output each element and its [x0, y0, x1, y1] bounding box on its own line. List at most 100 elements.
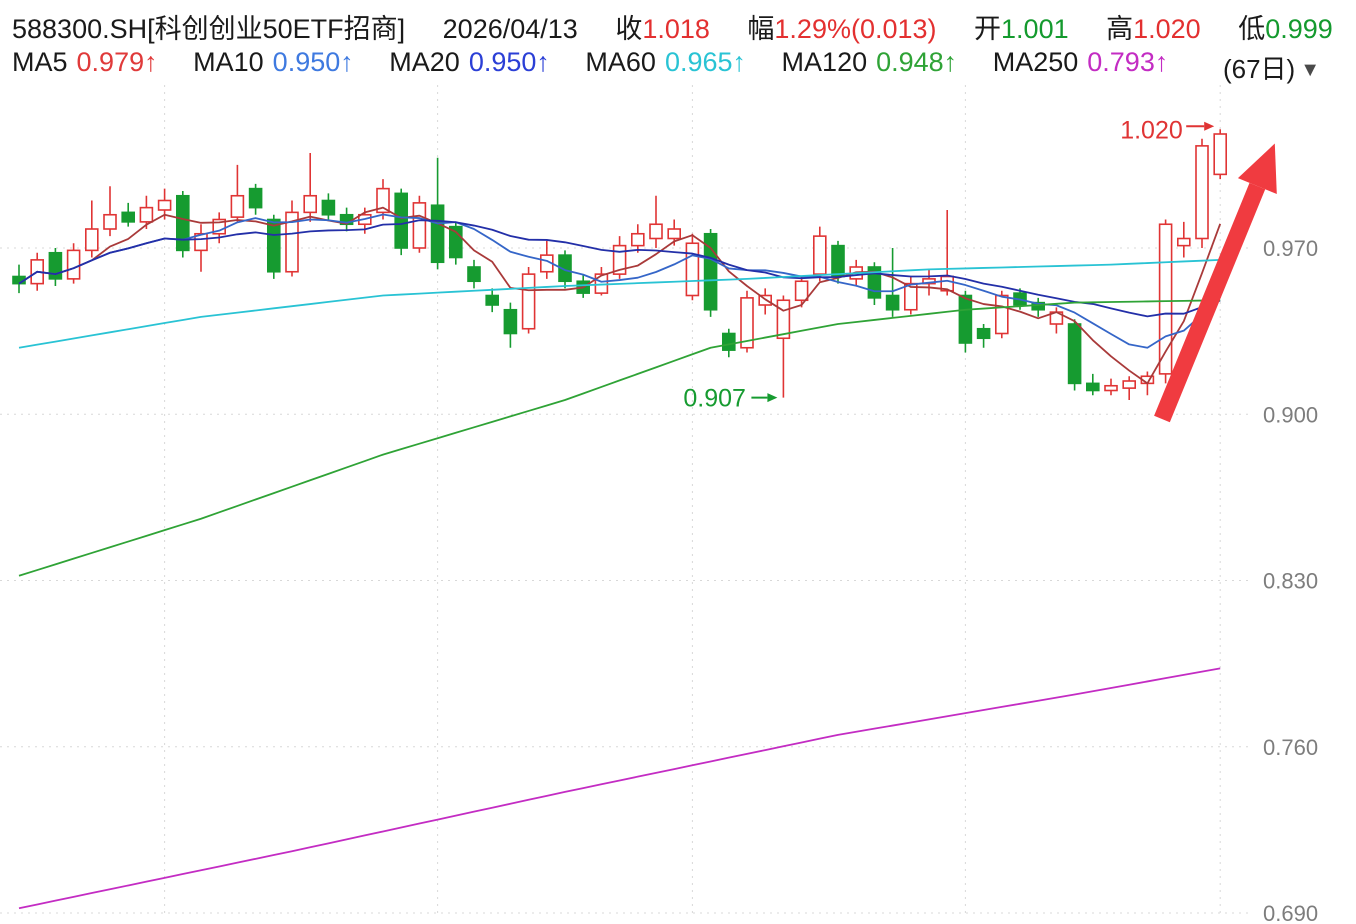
candle-down — [976, 327, 991, 340]
period-selector[interactable]: (67日) ▼ — [1223, 49, 1320, 86]
ma120-label: MA120 — [781, 47, 868, 77]
high-annotation-label: 1.020 — [1120, 116, 1183, 144]
candle-up — [794, 280, 809, 302]
candle-up — [412, 202, 427, 249]
candle-up — [685, 242, 700, 297]
high-label: 高 — [1106, 14, 1134, 44]
quote-header: 588300.SH[科创创业50ETF招商] 2026/04/13 收1.018… — [12, 7, 1356, 46]
open-label: 开 — [974, 14, 1002, 44]
change-quote: 幅1.29%(0.013) — [747, 7, 936, 46]
ma60-label: MA60 — [585, 47, 656, 77]
candle-down — [121, 211, 135, 223]
candle-up — [812, 235, 827, 275]
ma60-legend: MA60 0.965↑ — [585, 47, 746, 78]
candle-down — [467, 266, 481, 283]
ma20-legend: MA20 0.950↑ — [389, 47, 550, 78]
ma20-label: MA20 — [389, 47, 460, 77]
ma10-legend: MA10 0.950↑ — [193, 47, 354, 78]
ma-line-ma250 — [18, 667, 1221, 910]
trend-arrow-shaft — [1154, 182, 1266, 423]
candle-down — [1086, 382, 1100, 392]
ma20-value: 0.950↑ — [468, 47, 550, 77]
trend-arrow-head-icon — [1237, 143, 1277, 195]
candle-up — [1122, 380, 1136, 389]
dropdown-arrow-icon: ▼ — [1300, 59, 1320, 81]
candle-down — [248, 187, 263, 209]
close-quote: 收1.018 — [615, 7, 710, 46]
candle-up — [194, 232, 208, 252]
close-label: 收 — [615, 14, 643, 44]
candle-up — [521, 273, 536, 330]
candle-up — [630, 232, 645, 247]
ma5-value: 0.979↑ — [76, 47, 158, 77]
ma-line-ma120 — [18, 299, 1221, 577]
period-label: (67日) — [1222, 54, 1296, 84]
candle-up — [230, 194, 245, 218]
candle-up — [1104, 384, 1118, 392]
ma120-legend: MA120 0.948↑ — [782, 47, 958, 78]
candle-up — [1195, 145, 1209, 240]
ma-line-ma10 — [18, 213, 1221, 349]
ma-line-ma20 — [18, 219, 1221, 318]
candle-up — [1213, 133, 1227, 176]
ma250-label: MA250 — [992, 47, 1079, 77]
y-axis-label: 0.760 — [1263, 735, 1318, 760]
ma-line-ma60 — [18, 258, 1221, 349]
low-value: 0.999 — [1265, 14, 1333, 44]
candle-down — [503, 308, 518, 335]
symbol-title: 588300.SH[科创创业50ETF招商] — [12, 14, 406, 44]
candle-up — [994, 294, 1009, 335]
ma120-value: 0.948↑ — [876, 47, 958, 77]
candle-up — [667, 228, 682, 240]
high-annotation-arrow-icon — [1204, 121, 1215, 131]
candle-down — [266, 218, 281, 273]
ma10-label: MA10 — [193, 47, 264, 77]
candle-up — [1177, 237, 1191, 247]
candle-down — [430, 204, 445, 264]
ma250-value: 0.793↑ — [1087, 47, 1169, 77]
candle-up — [66, 249, 81, 280]
candle-down — [721, 332, 736, 351]
change-label: 幅 — [747, 14, 775, 44]
y-axis-label: 0.690 — [1263, 901, 1318, 924]
candle-down — [176, 194, 190, 252]
candle-up — [139, 206, 154, 223]
candle-down — [885, 294, 900, 311]
y-axis-label: 0.970 — [1263, 236, 1318, 261]
candle-up — [85, 228, 99, 252]
high-value: 1.020 — [1133, 14, 1201, 44]
open-quote: 开1.001 — [974, 7, 1069, 46]
ma5-legend: MA5 0.979↑ — [12, 47, 158, 78]
low-annotation-label: 0.907 — [683, 385, 746, 413]
candle-up — [612, 244, 627, 275]
candle-down — [485, 294, 500, 306]
change-value: 1.29%(0.013) — [774, 14, 937, 44]
ma-legend: MA5 0.979↑ MA10 0.950↑ MA20 0.950↑ MA60 0.96… — [12, 47, 1196, 78]
candle-up — [940, 275, 955, 292]
candle-down — [831, 244, 845, 278]
open-value: 1.001 — [1001, 14, 1069, 44]
candle-up — [303, 194, 318, 214]
candle-up — [649, 223, 663, 240]
candle-up — [285, 211, 299, 273]
ma10-value: 0.950↑ — [272, 47, 354, 77]
candle-up — [157, 199, 172, 211]
candle-down — [558, 254, 572, 283]
candle-down — [958, 294, 973, 344]
y-axis-label: 0.900 — [1263, 402, 1318, 427]
ma-line-ma5 — [18, 206, 1222, 385]
quote-date: 2026/04/13 — [442, 14, 578, 44]
candle-down — [1067, 323, 1082, 385]
ma5-label: MA5 — [12, 47, 68, 77]
candle-down — [321, 199, 336, 216]
candle-up — [376, 187, 390, 214]
candle-up — [903, 282, 918, 311]
close-value: 1.018 — [642, 14, 710, 44]
high-quote: 高1.020 — [1106, 7, 1201, 46]
low-label: 低 — [1238, 14, 1266, 44]
y-axis-label: 0.830 — [1263, 569, 1318, 594]
low-annotation-arrow-icon — [767, 393, 778, 403]
candle-up — [103, 213, 117, 230]
candle-up — [740, 297, 754, 349]
